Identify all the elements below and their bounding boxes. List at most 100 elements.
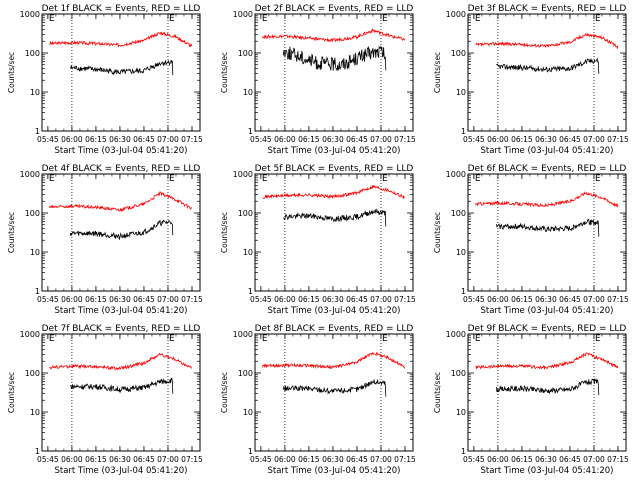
y-tick-label: 1 [248, 287, 253, 296]
chart-title: Det 4f BLACK = Events, RED = LLD [42, 164, 201, 174]
chart-panel-5: Det 5f BLACK = Events, RED = LLD 1 10 100 10… [220, 164, 416, 316]
events-trace [496, 57, 600, 74]
event-marker-label: E [595, 174, 601, 184]
event-marker-label: E [262, 174, 268, 184]
x-tick-label: 06:45 [346, 135, 368, 144]
x-tick-label: 05:45 [37, 295, 59, 304]
chart-panel-8: Det 8f BLACK = Events, RED = LLD 1 10 100 10… [220, 324, 416, 476]
y-tick-label: 10 [243, 88, 253, 97]
y-tick-label: 10 [243, 248, 253, 257]
x-tick-label: 06:15 [511, 295, 533, 304]
x-tick-label: 06:30 [535, 455, 557, 464]
events-trace [282, 45, 387, 72]
y-axis-label: Counts/sec [220, 212, 229, 253]
x-tick-label: 07:00 [583, 295, 605, 304]
y-tick-label: 100 [451, 209, 466, 218]
y-axis-label: Counts/sec [7, 212, 16, 253]
chart-title: Det 3f BLACK = Events, RED = LLD [468, 4, 627, 14]
x-tick-label: 07:00 [157, 295, 179, 304]
x-tick-label: 05:45 [37, 135, 59, 144]
chart-title: Det 7f BLACK = Events, RED = LLD [42, 324, 201, 334]
event-marker-label: E [595, 14, 601, 24]
x-tick-label: 06:00 [61, 455, 83, 464]
x-tick-label: 06:45 [346, 455, 368, 464]
event-marker-label: E [475, 334, 481, 344]
plot-frame [41, 173, 201, 292]
chart-title: Det 2f BLACK = Events, RED = LLD [255, 4, 414, 14]
y-tick-label: 1 [248, 127, 253, 136]
chart-panel-4: Det 4f BLACK = Events, RED = LLD 1 10 100 10… [7, 164, 203, 316]
x-tick-label: 07:15 [607, 135, 629, 144]
x-tick-label: 07:00 [370, 135, 392, 144]
chart-panel-6: Det 6f BLACK = Events, RED = LLD 1 10 100 10… [433, 164, 629, 316]
chart-title: Det 9f BLACK = Events, RED = LLD [468, 324, 627, 334]
x-tick-label: 06:00 [61, 135, 83, 144]
x-tick-label: 06:45 [559, 455, 581, 464]
y-tick-label: 100 [25, 49, 40, 58]
x-axis-label: Start Time (03-Jul-04 05:41:20) [481, 466, 614, 476]
x-tick-label: 06:00 [487, 295, 509, 304]
x-tick-label: 06:30 [322, 455, 344, 464]
plot-frame [254, 13, 414, 132]
y-tick-label: 100 [451, 49, 466, 58]
x-tick-label: 06:00 [274, 295, 296, 304]
plot-frame [467, 13, 627, 132]
events-trace [69, 219, 174, 241]
x-axis-label: Start Time (03-Jul-04 05:41:20) [55, 306, 188, 316]
x-tick-label: 06:45 [559, 135, 581, 144]
x-tick-label: 07:00 [370, 295, 392, 304]
x-axis-label: Start Time (03-Jul-04 05:41:20) [55, 146, 188, 156]
x-axis-label: Start Time (03-Jul-04 05:41:20) [481, 146, 614, 156]
x-tick-label: 06:45 [133, 455, 155, 464]
x-tick-label: 05:45 [250, 135, 272, 144]
chart-title: Det 5f BLACK = Events, RED = LLD [255, 164, 414, 174]
x-tick-label: 05:45 [250, 295, 272, 304]
y-tick-label: 1000 [20, 10, 40, 19]
events-trace [495, 377, 600, 396]
y-tick-label: 1000 [20, 170, 40, 179]
x-tick-label: 06:15 [298, 135, 320, 144]
x-tick-label: 07:15 [181, 455, 203, 464]
y-axis-label: Counts/sec [433, 372, 442, 413]
y-tick-label: 1000 [446, 170, 466, 179]
chart-title: Det 6f BLACK = Events, RED = LLD [468, 164, 627, 174]
y-tick-label: 10 [30, 88, 40, 97]
x-tick-label: 06:15 [85, 295, 107, 304]
x-tick-label: 06:15 [511, 455, 533, 464]
x-tick-label: 07:15 [394, 135, 416, 144]
event-marker-label: E [382, 174, 388, 184]
y-tick-label: 100 [238, 369, 253, 378]
x-axis-label: Start Time (03-Jul-04 05:41:20) [481, 306, 614, 316]
x-tick-label: 06:30 [535, 135, 557, 144]
y-tick-label: 1000 [20, 330, 40, 339]
y-tick-label: 1000 [233, 170, 253, 179]
chart-panel-7: Det 7f BLACK = Events, RED = LLD 1 10 100 10… [7, 324, 203, 476]
x-tick-label: 07:15 [394, 455, 416, 464]
x-tick-label: 05:45 [463, 455, 485, 464]
event-marker-label: E [262, 14, 268, 24]
x-axis-label: Start Time (03-Jul-04 05:41:20) [268, 146, 401, 156]
x-tick-label: 06:00 [274, 135, 296, 144]
chart-title: Det 8f BLACK = Events, RED = LLD [255, 324, 414, 334]
chart-title: Det 1f BLACK = Events, RED = LLD [42, 4, 201, 14]
x-tick-label: 06:15 [298, 295, 320, 304]
event-marker-label: E [475, 174, 481, 184]
y-tick-label: 10 [456, 408, 466, 417]
event-marker-label: E [169, 14, 175, 24]
x-tick-label: 06:30 [322, 135, 344, 144]
lld-trace [49, 352, 193, 371]
x-tick-label: 06:00 [61, 295, 83, 304]
y-tick-label: 10 [243, 408, 253, 417]
y-tick-label: 100 [25, 209, 40, 218]
events-trace [69, 60, 174, 76]
y-tick-label: 1 [461, 287, 466, 296]
lld-trace [475, 32, 619, 50]
x-tick-label: 05:45 [37, 455, 59, 464]
lld-trace [262, 351, 406, 370]
y-tick-label: 1000 [233, 330, 253, 339]
y-axis-label: Counts/sec [220, 52, 229, 93]
plot-frame [467, 173, 627, 292]
y-tick-label: 1 [35, 447, 40, 456]
x-tick-label: 06:45 [559, 295, 581, 304]
